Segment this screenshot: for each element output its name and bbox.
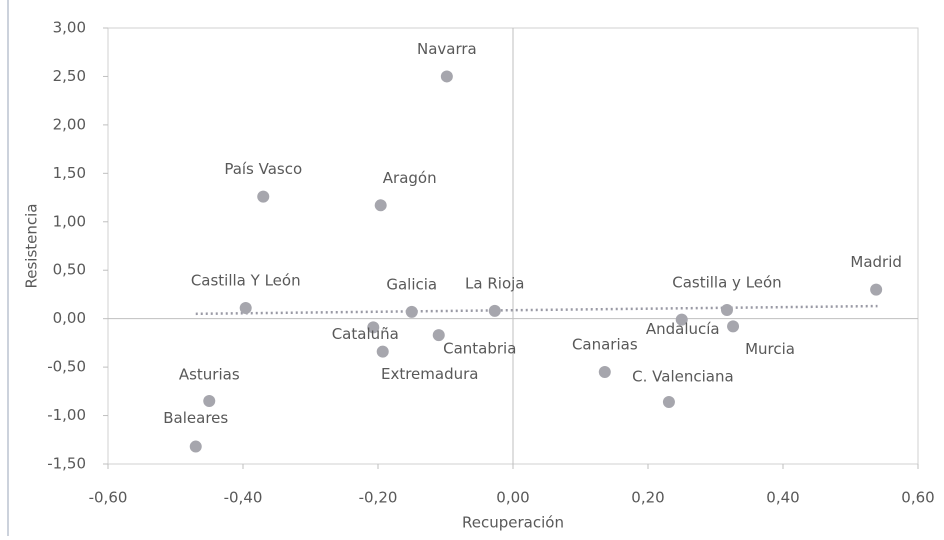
point-label: País Vasco — [224, 160, 302, 178]
point — [432, 329, 445, 342]
x-tick-label: -0,60 — [89, 489, 128, 507]
point — [488, 304, 501, 317]
y-tick-label: 2,00 — [53, 115, 86, 133]
y-tick-label: 2,50 — [53, 67, 86, 85]
y-axis-label: Resistencia — [23, 204, 41, 289]
point — [257, 190, 270, 203]
point-label: Andalucía — [646, 320, 720, 338]
y-tick-label: 0,50 — [53, 261, 86, 279]
y-tick-label: 1,00 — [53, 212, 86, 230]
x-tick-label: -0,40 — [224, 489, 263, 507]
point-label: Baleares — [163, 409, 228, 427]
point — [239, 302, 252, 315]
point — [598, 365, 611, 378]
point-label: Castilla Y León — [191, 272, 301, 290]
point-label: Cataluña — [332, 325, 399, 343]
point-label: Castilla y León — [672, 273, 781, 291]
point-label: Asturias — [179, 366, 240, 384]
x-tick-label: 0,00 — [496, 489, 529, 507]
point-label: Canarias — [572, 335, 638, 353]
point — [367, 321, 380, 334]
point — [189, 440, 202, 453]
point — [440, 70, 453, 83]
point — [720, 303, 733, 316]
point-label: Cantabria — [443, 340, 516, 358]
point-label: Aragón — [383, 169, 437, 187]
y-tick-label: -0,50 — [47, 358, 86, 376]
point-label: Murcia — [745, 340, 795, 358]
y-tick-label: 1,50 — [53, 164, 86, 182]
x-tick-label: -0,20 — [359, 489, 398, 507]
x-axis-label: Recuperación — [462, 514, 564, 532]
point — [374, 199, 387, 212]
point — [675, 313, 688, 326]
point-label: C. Valenciana — [632, 367, 734, 385]
point — [405, 305, 418, 318]
y-tick-label: -1,00 — [47, 406, 86, 424]
point — [662, 395, 675, 408]
y-tick-label: -1,50 — [47, 455, 86, 473]
point — [376, 345, 389, 358]
x-tick-label: 0,60 — [901, 489, 934, 507]
point-label: Navarra — [417, 40, 477, 58]
point-label: La Rioja — [465, 274, 524, 292]
trendline — [195, 304, 878, 316]
point-label: Madrid — [850, 253, 902, 271]
point-label: Galicia — [386, 275, 437, 293]
point — [870, 283, 883, 296]
x-tick-label: 0,40 — [766, 489, 799, 507]
y-tick-label: 3,00 — [53, 19, 86, 37]
point-label: Extremadura — [381, 365, 479, 383]
y-tick-label: 0,00 — [53, 309, 86, 327]
x-tick-label: 0,20 — [631, 489, 664, 507]
point — [203, 395, 216, 408]
point — [727, 320, 740, 333]
